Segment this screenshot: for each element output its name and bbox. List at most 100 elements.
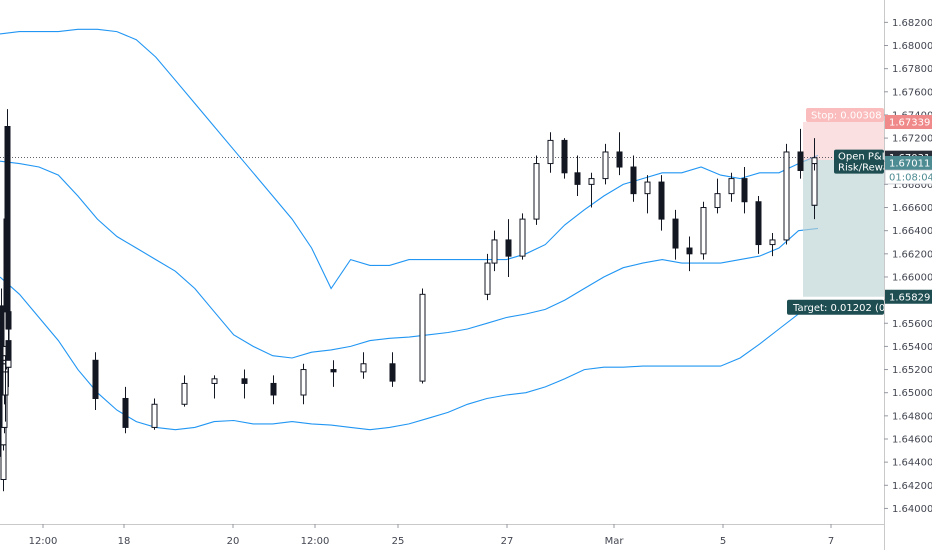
candle-body bbox=[92, 359, 99, 399]
candle[interactable] bbox=[741, 167, 748, 214]
candle-body bbox=[769, 239, 776, 246]
candle[interactable] bbox=[484, 253, 491, 301]
candle[interactable] bbox=[181, 375, 188, 407]
candle[interactable] bbox=[672, 209, 679, 260]
y-tick-label: 1.67200 bbox=[892, 134, 932, 145]
candle[interactable] bbox=[588, 172, 595, 208]
stop-price-tag: 1.67339 bbox=[889, 118, 930, 129]
candle-body bbox=[270, 382, 277, 396]
candle[interactable] bbox=[270, 375, 277, 405]
candle[interactable] bbox=[419, 288, 426, 384]
candle[interactable] bbox=[714, 178, 721, 214]
candle[interactable] bbox=[300, 363, 307, 405]
x-tick-label: Mar bbox=[605, 536, 625, 547]
candle[interactable] bbox=[602, 143, 609, 185]
candle-body bbox=[588, 178, 595, 185]
y-tick-label: 1.67800 bbox=[892, 64, 932, 75]
candle-body bbox=[389, 363, 396, 382]
y-tick-label: 1.66800 bbox=[892, 180, 932, 191]
y-tick-label: 1.64600 bbox=[892, 434, 932, 445]
candle[interactable] bbox=[151, 398, 158, 430]
y-tick-label: 1.68000 bbox=[892, 41, 932, 52]
candle[interactable] bbox=[561, 138, 568, 179]
candle-body bbox=[491, 239, 498, 264]
candle[interactable] bbox=[630, 155, 637, 202]
candle[interactable] bbox=[574, 155, 581, 196]
risk-reward-label: Risk/Reward Ratio: 3.9 bbox=[838, 163, 932, 174]
candle-body bbox=[5, 311, 12, 330]
candle[interactable] bbox=[658, 175, 665, 231]
candle[interactable] bbox=[797, 128, 804, 179]
candle[interactable] bbox=[389, 352, 396, 387]
candle-body bbox=[728, 178, 735, 195]
y-tick-label: 1.67600 bbox=[892, 87, 932, 98]
candle-body bbox=[4, 154, 11, 214]
candle-body bbox=[0, 426, 7, 446]
candle[interactable] bbox=[122, 386, 129, 434]
candle[interactable] bbox=[241, 369, 248, 399]
candle-body bbox=[672, 218, 679, 249]
candle-body bbox=[533, 163, 540, 220]
candle-body bbox=[797, 151, 804, 171]
band-upper-line bbox=[0, 28, 819, 290]
candle[interactable] bbox=[92, 352, 99, 411]
y-tick-label: 1.65600 bbox=[892, 319, 932, 330]
candle[interactable] bbox=[5, 352, 12, 387]
candle[interactable] bbox=[783, 143, 790, 245]
candle[interactable] bbox=[728, 172, 735, 202]
candle-body bbox=[630, 166, 637, 195]
x-tick-label: 20 bbox=[227, 536, 240, 547]
candle[interactable] bbox=[330, 360, 337, 387]
candle-body bbox=[700, 207, 707, 255]
target-price-tag: 1.65829 bbox=[889, 292, 930, 303]
pnl-box bbox=[834, 149, 884, 174]
candle[interactable] bbox=[644, 175, 651, 214]
candle-body bbox=[602, 151, 609, 180]
y-tick-label: 1.64000 bbox=[892, 504, 932, 515]
candle[interactable] bbox=[616, 132, 623, 176]
candle[interactable] bbox=[811, 138, 818, 171]
band-lower-line bbox=[0, 276, 819, 431]
candle[interactable] bbox=[533, 155, 540, 225]
y-tick-label: 1.64400 bbox=[892, 458, 932, 469]
candle[interactable] bbox=[547, 132, 554, 173]
candle[interactable] bbox=[505, 219, 512, 277]
x-tick-label: 25 bbox=[392, 536, 405, 547]
x-tick-label: 12:00 bbox=[301, 536, 330, 547]
candle-body bbox=[5, 359, 12, 368]
x-tick-label: 18 bbox=[118, 536, 131, 547]
y-tick-label: 1.66000 bbox=[892, 272, 932, 283]
candle-body bbox=[714, 193, 721, 209]
candle[interactable] bbox=[686, 236, 693, 272]
candle-body bbox=[811, 157, 818, 165]
y-tick-label: 1.66200 bbox=[892, 249, 932, 260]
candle-body bbox=[755, 201, 762, 246]
entry-price-tag-box bbox=[885, 155, 932, 170]
x-tick-label: 5 bbox=[720, 536, 726, 547]
candle[interactable] bbox=[360, 352, 367, 379]
candle[interactable] bbox=[211, 375, 218, 399]
candle-body bbox=[330, 369, 337, 373]
candle-body bbox=[211, 378, 218, 384]
candle-body bbox=[783, 151, 790, 241]
candle[interactable] bbox=[769, 232, 776, 257]
stop-price-tag-box bbox=[885, 115, 932, 130]
entry-price-tag: 1.67011 bbox=[889, 158, 930, 169]
candle[interactable] bbox=[755, 195, 762, 254]
candle-body bbox=[181, 382, 188, 405]
candle-body bbox=[547, 139, 554, 165]
candle[interactable] bbox=[700, 201, 707, 260]
candle-body bbox=[616, 151, 623, 168]
y-tick-label: 1.64200 bbox=[892, 481, 932, 492]
band-middle-line bbox=[0, 160, 819, 359]
candle[interactable] bbox=[491, 230, 498, 272]
y-tick-label: 1.64800 bbox=[892, 411, 932, 422]
candle[interactable] bbox=[519, 213, 526, 260]
candle-body bbox=[241, 378, 248, 384]
candle-body bbox=[484, 262, 491, 295]
x-tick-label: 12:00 bbox=[29, 536, 58, 547]
candle-body bbox=[4, 270, 11, 313]
y-tick-label: 1.68200 bbox=[892, 18, 932, 29]
